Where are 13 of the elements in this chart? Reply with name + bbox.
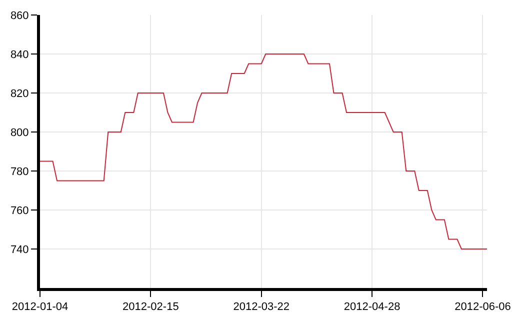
x-tick-label: 2012-04-28 — [344, 301, 400, 314]
line-series — [40, 54, 487, 250]
y-tick-label: 820 — [10, 88, 29, 100]
y-tick-label: 860 — [10, 10, 29, 22]
y-tick-label: 800 — [10, 126, 29, 139]
y-tick-label: 740 — [10, 244, 29, 256]
y-tick-label: 780 — [10, 166, 29, 178]
y-tick-label: 840 — [10, 48, 29, 61]
x-tick-label: 2012-01-04 — [12, 301, 68, 314]
x-tick-label: 2012-03-22 — [233, 301, 290, 314]
x-tick-label: 2012-06-06 — [454, 301, 511, 314]
y-tick-label: 760 — [10, 204, 29, 217]
x-tick-label: 2012-02-15 — [122, 301, 179, 314]
